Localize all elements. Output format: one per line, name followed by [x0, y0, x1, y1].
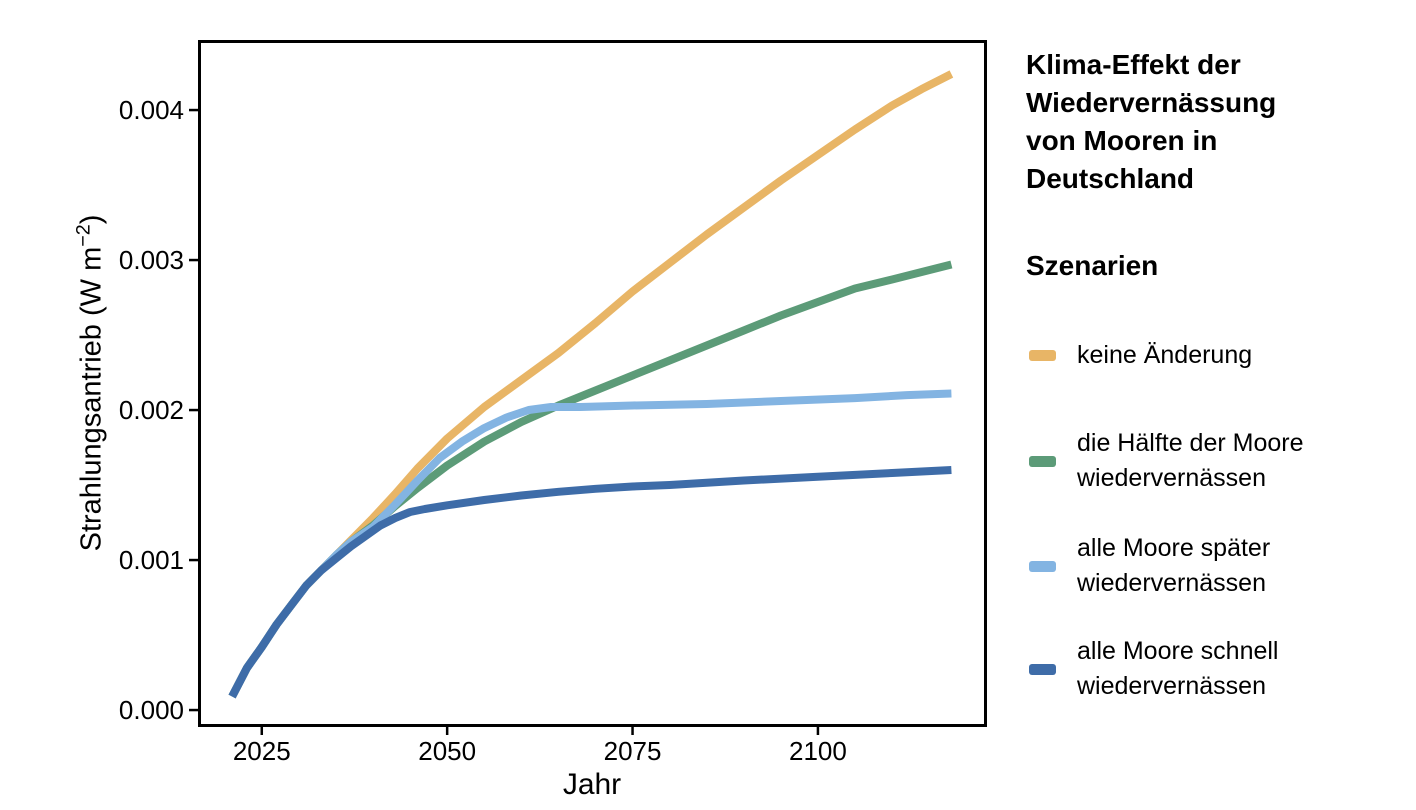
legend-label-line: wiedervernässen [1077, 672, 1266, 700]
x-tick-label: 2075 [603, 736, 662, 766]
legend-label-line: alle Moore schnell [1077, 637, 1279, 665]
y-axis-title: Strahlungsantrieb (W m−2) [72, 214, 109, 552]
x-tick-label: 2025 [232, 736, 291, 766]
legend-swatch-alle-moore-spaeter-wiedervernaessen [1029, 560, 1056, 572]
y-tick-label: 0.004 [118, 95, 184, 126]
y-tick-label: 0.000 [118, 695, 184, 726]
legend-swatch-keine-aenderung [1029, 350, 1056, 361]
y-axis-title-close: ) [75, 214, 108, 225]
legend-label-line: wiedervernässen [1077, 569, 1266, 597]
legend-label-line: keine Änderung [1077, 341, 1253, 369]
series-lines [228, 70, 954, 699]
y-tick-label: 0.002 [118, 395, 184, 426]
legend-title: Szenarien [1026, 250, 1159, 281]
y-tick-label: 0.003 [118, 245, 184, 276]
legend-item-alle-moore-schnell-wiedervernaessen: alle Moore schnell wiedervernässen [1029, 634, 1279, 704]
legend-swatch-haelfte-der-moore-wiedervernaessen [1029, 455, 1056, 467]
panel-border [198, 40, 987, 727]
legend-item-haelfte-der-moore-wiedervernaessen: die Hälfte der Moore wiedervernässen [1029, 426, 1304, 496]
legend-item-keine-aenderung: keine Änderung [1029, 338, 1252, 373]
legend: Klima-Effekt der Wiedervernässung von Mo… [1026, 0, 1416, 810]
legend-swatch-alle-moore-schnell-wiedervernaessen [1029, 663, 1056, 675]
chart-title-line: Wiedervernässung [1026, 87, 1277, 118]
series-line-alle-moore-schnell-wiedervernaessen [228, 466, 952, 699]
legend-item-label: alle Moore später wiedervernässen [1077, 531, 1270, 601]
chart-title-line: Deutschland [1026, 163, 1195, 194]
y-axis-title-superscript: −2 [72, 224, 95, 247]
legend-label-line: alle Moore später [1077, 534, 1271, 562]
legend-label-line: die Hälfte der Moore [1077, 429, 1304, 457]
x-tick-label: 2100 [789, 736, 847, 766]
series-line-keine-aenderung [228, 70, 954, 699]
legend-label-line: wiedervernässen [1077, 464, 1266, 492]
chart-title-line: von Mooren in [1026, 125, 1218, 156]
axis-tick-marks [189, 108, 820, 735]
series-line-alle-moore-spaeter-wiedervernaessen [228, 389, 952, 699]
chart-title: Klima-Effekt der Wiedervernässung von Mo… [1026, 46, 1276, 198]
legend-item-alle-moore-spaeter-wiedervernaessen: alle Moore später wiedervernässen [1029, 531, 1270, 601]
x-axis-title: Jahr [562, 768, 622, 801]
legend-item-label: die Hälfte der Moore wiedervernässen [1077, 426, 1304, 496]
y-axis-title-text: Strahlungsantrieb (W m [75, 246, 108, 552]
x-tick-label: 2050 [418, 736, 477, 766]
y-tick-label: 0.001 [118, 545, 184, 576]
chart-title-line: Klima-Effekt der [1026, 49, 1241, 80]
legend-item-label: alle Moore schnell wiedervernässen [1077, 634, 1279, 704]
legend-item-label: keine Änderung [1077, 338, 1252, 373]
